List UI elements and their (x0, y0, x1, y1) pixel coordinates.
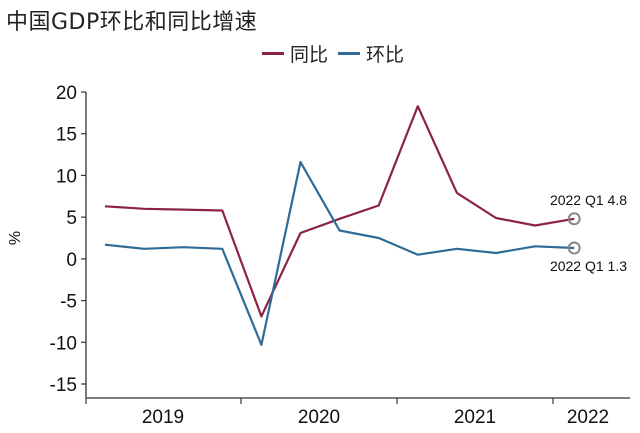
y-axis-label: % (7, 231, 24, 245)
legend-item-qoq: 环比 (338, 40, 404, 67)
legend-swatch-yoy (262, 52, 284, 55)
x-tick-label: 2020 (298, 407, 340, 428)
y-tick-label: 5 (66, 208, 77, 229)
x-tick-label: 2022 (567, 407, 609, 428)
y-tick-label: -10 (50, 333, 77, 354)
chart-title: 中国GDP环比和同比增速 (6, 10, 258, 35)
annotation-yoy: 2022 Q1 4.8 (550, 192, 627, 208)
x-tick-label: 2019 (142, 407, 184, 428)
legend-item-yoy: 同比 (262, 40, 328, 67)
y-tick-label: 15 (56, 125, 77, 146)
y-tick-label: 10 (56, 166, 77, 187)
legend-label-yoy: 同比 (290, 44, 329, 66)
y-tick-label: -5 (60, 292, 77, 313)
endpoint-marker (567, 212, 581, 226)
y-tick-label: 20 (56, 83, 77, 104)
x-tick-label: 2021 (454, 407, 496, 428)
endpoint-marker (567, 241, 581, 255)
y-tick-label: 0 (66, 250, 77, 271)
y-tick-label: -15 (50, 375, 77, 396)
annotation-qoq: 2022 Q1 1.3 (550, 258, 627, 274)
legend-label-qoq: 环比 (366, 44, 405, 66)
legend-swatch-qoq (338, 52, 361, 55)
chart-legend: 同比 环比 (262, 40, 404, 67)
series-line-qoq (104, 161, 575, 346)
series-line-yoy (104, 105, 575, 318)
